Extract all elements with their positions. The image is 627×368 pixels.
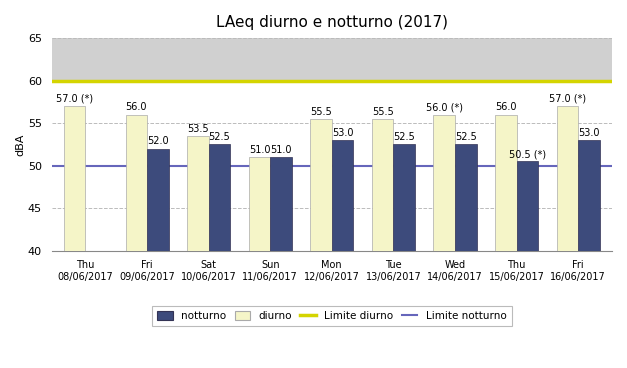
- Text: 57.0 (*): 57.0 (*): [56, 94, 93, 104]
- Bar: [125, 114, 147, 251]
- Bar: [393, 144, 415, 251]
- Legend: notturno, diurno, Limite diurno, Limite notturno: notturno, diurno, Limite diurno, Limite …: [152, 306, 512, 326]
- Bar: [517, 161, 538, 251]
- Text: 55.5: 55.5: [310, 107, 332, 117]
- Bar: [209, 144, 230, 251]
- Bar: [372, 119, 393, 251]
- Bar: [270, 157, 292, 251]
- Text: 52.5: 52.5: [209, 132, 230, 142]
- Bar: [51, 38, 612, 81]
- Title: LAeq diurno e notturno (2017): LAeq diurno e notturno (2017): [216, 15, 448, 30]
- Text: 53.5: 53.5: [187, 124, 209, 134]
- Text: 52.0: 52.0: [147, 137, 169, 146]
- Bar: [557, 106, 578, 251]
- Bar: [64, 106, 85, 251]
- Text: 52.5: 52.5: [393, 132, 415, 142]
- Bar: [249, 157, 270, 251]
- Bar: [147, 149, 169, 251]
- Text: 50.5 (*): 50.5 (*): [508, 149, 546, 159]
- Text: 52.5: 52.5: [455, 132, 477, 142]
- Bar: [310, 119, 332, 251]
- Bar: [187, 136, 209, 251]
- Y-axis label: dBA: dBA: [15, 133, 25, 156]
- Text: 56.0 (*): 56.0 (*): [426, 102, 463, 113]
- Text: 51.0: 51.0: [270, 145, 292, 155]
- Text: 56.0: 56.0: [125, 102, 147, 113]
- Bar: [455, 144, 477, 251]
- Bar: [433, 114, 455, 251]
- Text: 53.0: 53.0: [332, 128, 354, 138]
- Bar: [578, 140, 599, 251]
- Bar: [332, 140, 354, 251]
- Bar: [495, 114, 517, 251]
- Text: 53.0: 53.0: [578, 128, 599, 138]
- Text: 51.0: 51.0: [249, 145, 270, 155]
- Text: 57.0 (*): 57.0 (*): [549, 94, 586, 104]
- Text: 55.5: 55.5: [372, 107, 394, 117]
- Text: 56.0: 56.0: [495, 102, 517, 113]
